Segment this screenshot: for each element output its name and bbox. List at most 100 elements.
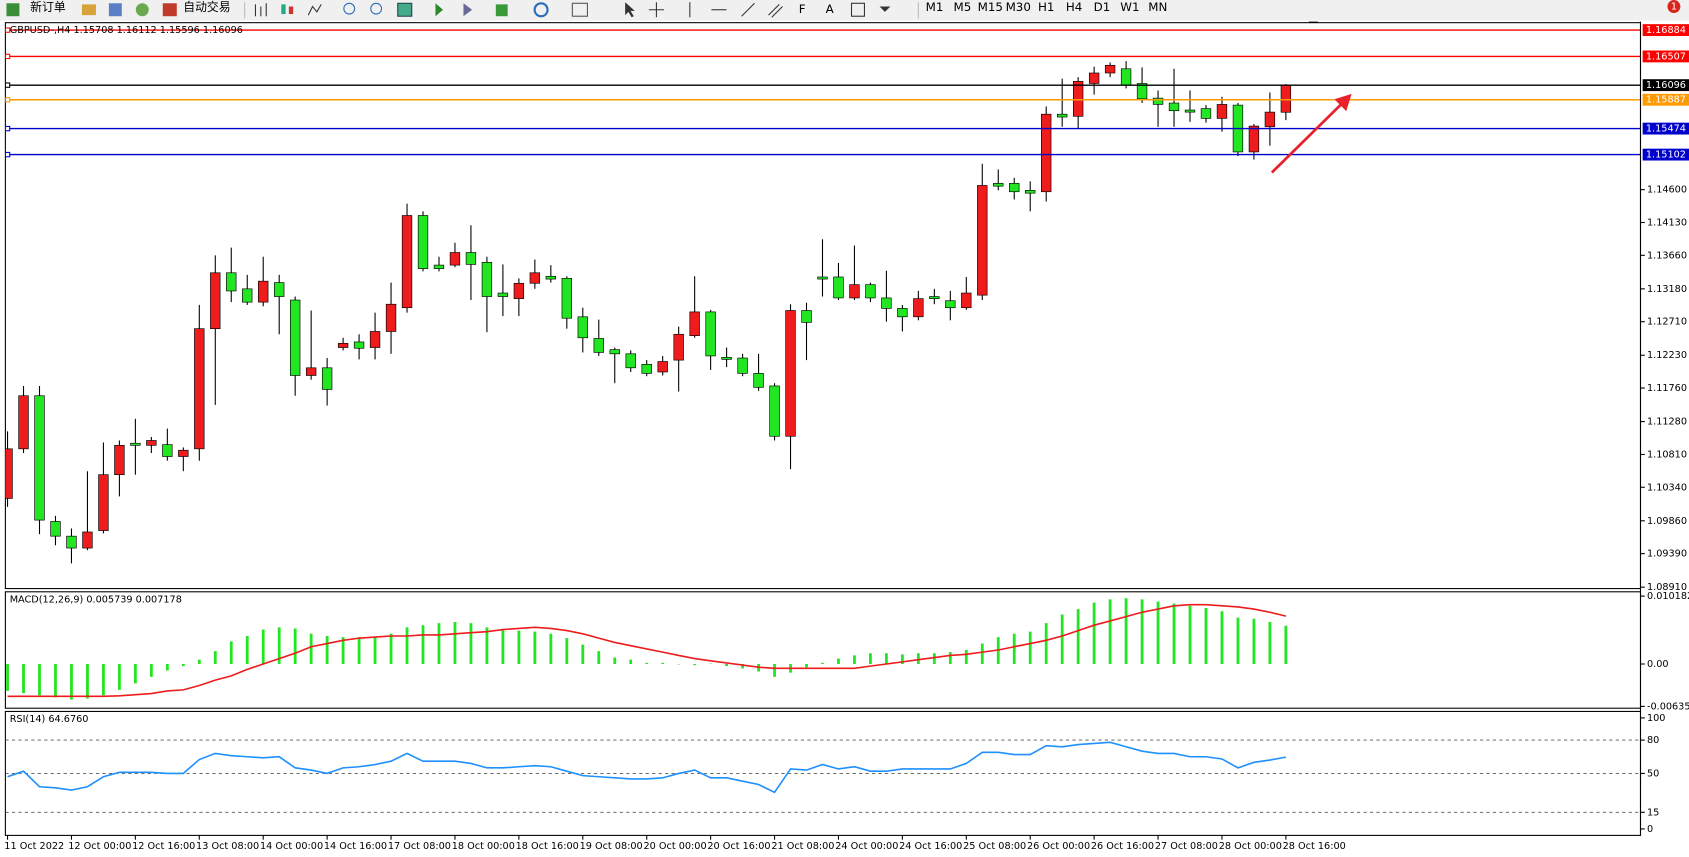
y-tick-label: -0.006357 bbox=[1647, 701, 1689, 712]
timeframe-button[interactable]: MN bbox=[1148, 0, 1167, 14]
timeframe-bar: M1 M5 M15 M30 H1 H4 D1 W1 MN bbox=[926, 0, 1168, 14]
signal-line bbox=[7, 603, 1287, 698]
bar-chart-button[interactable] bbox=[254, 3, 267, 17]
level-label-bg bbox=[1642, 93, 1689, 106]
candle-body bbox=[321, 367, 333, 390]
shift-button[interactable] bbox=[463, 3, 473, 17]
panel-title: RSI(14) 64.6760 bbox=[10, 714, 89, 725]
timeframe-button[interactable]: D1 bbox=[1094, 0, 1111, 14]
y-tick-label: 1.10340 bbox=[1647, 482, 1687, 493]
toolbar-icon[interactable] bbox=[108, 3, 122, 17]
tile-button[interactable] bbox=[397, 2, 413, 17]
candle-body bbox=[1216, 104, 1228, 119]
trendline-button[interactable] bbox=[741, 2, 755, 17]
arrow-head bbox=[1334, 93, 1352, 112]
timeframe-button[interactable]: H1 bbox=[1038, 0, 1054, 14]
arrow-shaft bbox=[1270, 103, 1342, 174]
level-label-bg bbox=[1642, 79, 1689, 92]
level-label-bg bbox=[1642, 50, 1689, 63]
candle-body bbox=[673, 333, 684, 361]
arrows-button[interactable] bbox=[879, 6, 891, 12]
crosshair-button[interactable] bbox=[648, 2, 664, 18]
candle-body bbox=[162, 444, 173, 457]
label-button[interactable] bbox=[850, 2, 865, 17]
zoom-in-button[interactable] bbox=[343, 2, 356, 15]
timeframe-button[interactable]: W1 bbox=[1120, 0, 1139, 14]
x-tick-label: 18 Oct 00:00 bbox=[452, 841, 515, 852]
indicators-button[interactable] bbox=[495, 4, 508, 17]
candle-body bbox=[961, 292, 972, 309]
timeframe-button[interactable]: M30 bbox=[1006, 0, 1031, 14]
timeframe-button[interactable]: M5 bbox=[954, 0, 972, 14]
timeframe-button[interactable]: H4 bbox=[1066, 0, 1082, 14]
candle-body bbox=[977, 185, 988, 296]
candle-body bbox=[1088, 72, 1100, 84]
y-tick-label: 1.14130 bbox=[1647, 217, 1687, 228]
cursor-button[interactable] bbox=[625, 2, 635, 18]
y-tick-label: 1.12710 bbox=[1647, 317, 1687, 328]
zoom-out-button[interactable] bbox=[370, 2, 383, 15]
level-label-bg bbox=[1642, 148, 1689, 161]
channel-button[interactable] bbox=[768, 3, 783, 18]
candle-body bbox=[865, 284, 876, 299]
candle-body bbox=[769, 385, 780, 437]
candle-chart-button[interactable] bbox=[281, 4, 286, 15]
toolbar-icon[interactable] bbox=[81, 4, 96, 16]
candle-body bbox=[817, 276, 828, 280]
y-tick-label: 1.11280 bbox=[1647, 417, 1687, 428]
timeframe-button[interactable]: M15 bbox=[978, 0, 1003, 14]
candle-body bbox=[1200, 108, 1212, 119]
candle-body bbox=[130, 442, 141, 446]
x-tick-label: 11 Oct 2022 bbox=[4, 841, 64, 852]
x-tick-label: 20 Oct 16:00 bbox=[707, 841, 770, 852]
candle-body bbox=[689, 311, 700, 336]
timeframe-button[interactable]: M1 bbox=[926, 0, 944, 14]
x-tick-label: 26 Oct 00:00 bbox=[1027, 841, 1090, 852]
x-tick-label: 24 Oct 16:00 bbox=[899, 841, 962, 852]
candle-body bbox=[50, 521, 61, 537]
candle-body bbox=[929, 296, 940, 299]
y-tick-label: 0.00 bbox=[1647, 659, 1669, 670]
candle-body bbox=[897, 308, 908, 318]
annotation-arrow bbox=[1270, 93, 1352, 174]
candle-body bbox=[1184, 109, 1196, 113]
fibo-button[interactable]: F bbox=[799, 2, 806, 16]
y-tick-label: 0 bbox=[1647, 824, 1653, 835]
y-tick-label: 1.08910 bbox=[1647, 582, 1687, 593]
candle-chart-button[interactable] bbox=[288, 6, 294, 15]
candle-body bbox=[945, 300, 956, 309]
new-order-icon[interactable] bbox=[6, 3, 20, 17]
candle-body bbox=[1280, 84, 1292, 113]
rsi-line bbox=[7, 741, 1287, 794]
y-tick-label: 50 bbox=[1647, 768, 1659, 779]
candle-body bbox=[785, 310, 796, 437]
templates-button[interactable] bbox=[571, 2, 588, 17]
x-tick-label: 14 Oct 16:00 bbox=[324, 841, 387, 852]
candle-body bbox=[561, 278, 572, 319]
y-tick-label: 100 bbox=[1647, 713, 1666, 724]
toolbar: 新订单 自动交易 F A M1 M5 M15 M30 H1 H4 D1 W1 MN 1 bbox=[0, 0, 1689, 21]
candle-body bbox=[1264, 111, 1276, 128]
candle-body bbox=[5, 448, 13, 499]
notification-badge[interactable] bbox=[1667, 0, 1681, 13]
x-tick-label: 12 Oct 16:00 bbox=[132, 841, 195, 852]
new-order-button[interactable]: 新订单 bbox=[30, 0, 66, 14]
candle-body bbox=[577, 316, 588, 339]
auto-trading-icon[interactable] bbox=[162, 3, 177, 17]
candle-body bbox=[178, 449, 189, 457]
candle-body bbox=[1025, 190, 1036, 194]
scroll-button[interactable] bbox=[435, 3, 443, 17]
auto-trading-button[interactable]: 自动交易 bbox=[183, 0, 230, 14]
y-tick-label: 1.13660 bbox=[1647, 250, 1687, 261]
period-button[interactable] bbox=[533, 2, 549, 18]
panel-macd bbox=[6, 598, 1288, 700]
text-button[interactable]: A bbox=[826, 2, 834, 16]
candle-body bbox=[705, 311, 716, 357]
line-chart-button[interactable] bbox=[307, 4, 322, 16]
level-handle bbox=[5, 27, 11, 33]
candle-body bbox=[194, 328, 205, 450]
toolbar-icon[interactable] bbox=[135, 3, 149, 17]
x-tick-label: 25 Oct 08:00 bbox=[963, 841, 1026, 852]
candle-body bbox=[305, 367, 317, 376]
